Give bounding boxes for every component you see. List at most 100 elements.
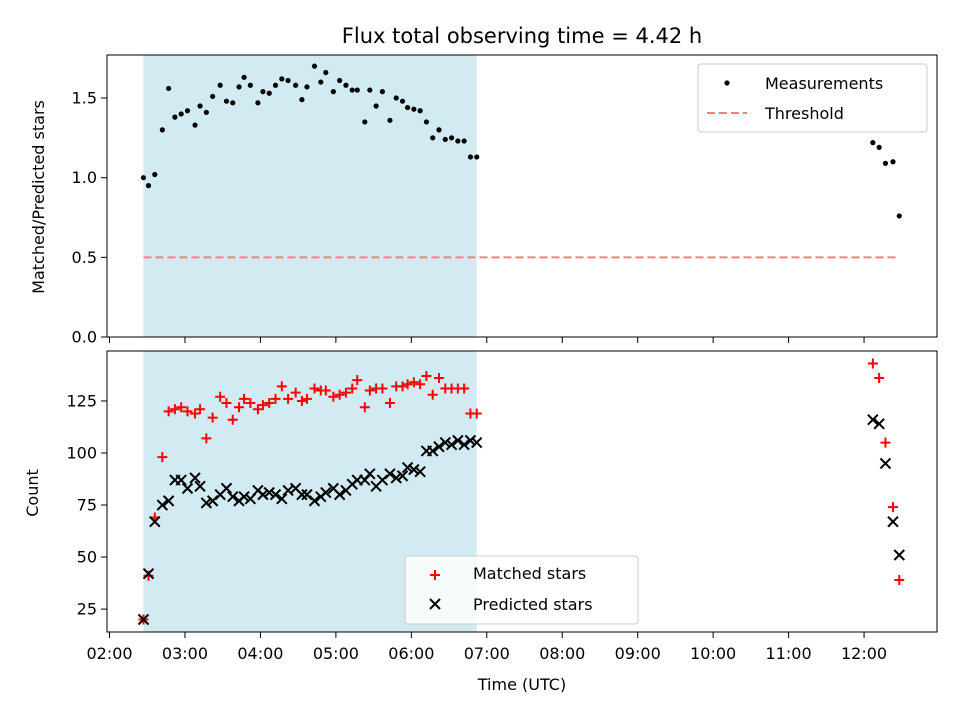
measurement-point: [411, 106, 417, 112]
matched-star-point: [320, 385, 331, 396]
matched-star-point: [207, 412, 218, 423]
legend-measurements-label: Measurements: [765, 74, 883, 93]
predicted-star-point: [458, 438, 470, 451]
matched-star-point: [221, 398, 232, 409]
predicted-star-point: [364, 468, 376, 480]
matched-star-point: [434, 373, 444, 384]
predicted-star-point: [887, 515, 899, 528]
measurement-point: [203, 109, 209, 115]
matched-star-point: [867, 358, 878, 369]
measurement-point: [436, 127, 442, 133]
matched-star-point: [384, 398, 395, 409]
matched-star-point: [234, 402, 245, 413]
measurement-point: [870, 140, 876, 146]
matched-star-point: [157, 452, 168, 463]
matched-star-point: [408, 377, 419, 388]
y-tick-label: 75: [77, 496, 97, 515]
x-axis-label: Time (UTC): [477, 675, 566, 694]
measurement-point: [145, 183, 152, 189]
measurement-point: [467, 154, 474, 160]
matched-star-point: [215, 391, 226, 402]
measurement-point: [474, 154, 480, 160]
predicted-star-point: [879, 457, 892, 470]
y-tick-label: 100: [66, 443, 97, 462]
top-legend-box: [697, 63, 928, 133]
predicted-star-point: [162, 495, 175, 507]
legend-matched-marker: [430, 570, 440, 580]
predicted-star-point: [401, 461, 414, 474]
axes-frame: [106, 350, 938, 633]
measurement-point: [159, 127, 165, 133]
predicted-star-point: [445, 438, 458, 451]
predicted-star-point: [464, 434, 477, 447]
measurement-point: [279, 76, 285, 82]
y-tick-label: 25: [77, 600, 97, 619]
y-tick-label: 0.0: [72, 328, 97, 347]
matched-star-point: [397, 381, 408, 392]
predicted-star-point: [149, 515, 161, 528]
matched-star-point: [264, 398, 275, 409]
measurement-point: [304, 84, 310, 90]
measurement-point: [455, 138, 461, 144]
measurement-point: [417, 108, 423, 114]
matched-star-point: [201, 433, 212, 444]
matched-star-point: [301, 393, 312, 404]
x-tick-label: 02:00: [86, 644, 132, 663]
measurement-point: [430, 135, 436, 141]
predicted-star-point: [333, 488, 346, 501]
y-tick-label: 0.5: [72, 248, 97, 267]
measurement-point: [192, 122, 198, 128]
predicted-star-point: [408, 463, 420, 476]
y-tick-label: 50: [77, 548, 97, 567]
measurement-point: [876, 144, 882, 151]
x-tick-label: 04:00: [237, 644, 283, 663]
matched-star-point: [309, 383, 320, 394]
matched-star-point: [169, 404, 180, 415]
predicted-star-point: [414, 466, 426, 478]
measurement-point: [260, 89, 266, 95]
legend-predicted-marker: [429, 598, 441, 610]
predicted-star-point: [263, 486, 275, 499]
matched-star-point: [227, 414, 238, 425]
matched-star-point: [377, 383, 388, 394]
predicted-star-point: [439, 436, 451, 449]
x-tick-label: 07:00: [464, 644, 510, 663]
matched-star-point: [328, 391, 339, 402]
measurement-point: [266, 90, 272, 96]
predicted-star-point: [873, 418, 885, 430]
legend-matched-label: Matched stars: [473, 564, 586, 583]
predicted-star-point: [893, 549, 905, 561]
matched-star-point: [347, 383, 358, 394]
matched-star-point: [887, 502, 898, 513]
predicted-star-point: [390, 472, 402, 484]
measurement-point: [349, 87, 355, 93]
predicted-star-point: [220, 482, 233, 495]
predicted-star-point: [308, 495, 321, 507]
x-tick-label: 10:00: [690, 644, 736, 663]
predicted-star-point: [227, 490, 239, 503]
matched-star-point: [296, 395, 307, 406]
measurement-point: [399, 98, 406, 104]
predicted-star-point: [137, 613, 150, 626]
predicted-star-point: [867, 413, 879, 426]
matched-star-point: [459, 383, 470, 394]
predicted-star-point: [296, 488, 308, 501]
measurement-point: [311, 63, 318, 69]
matched-star-point: [340, 387, 351, 398]
predicted-star-point: [156, 499, 169, 511]
measurement-point: [236, 84, 242, 90]
measurement-point: [354, 87, 360, 93]
predicted-star-point: [269, 488, 282, 501]
measurement-point: [367, 87, 373, 93]
measurement-point: [172, 114, 178, 120]
predicted-star-point: [320, 486, 332, 499]
predicted-star-point: [427, 445, 439, 457]
matched-star-point: [880, 437, 891, 448]
measurement-point: [362, 119, 368, 125]
measurement-point: [247, 82, 253, 88]
measurement-point: [896, 213, 902, 219]
measurement-point: [230, 100, 236, 106]
predicted-star-point: [433, 441, 445, 453]
x-tick-label: 08:00: [539, 644, 585, 663]
predicted-star-point: [175, 474, 187, 486]
